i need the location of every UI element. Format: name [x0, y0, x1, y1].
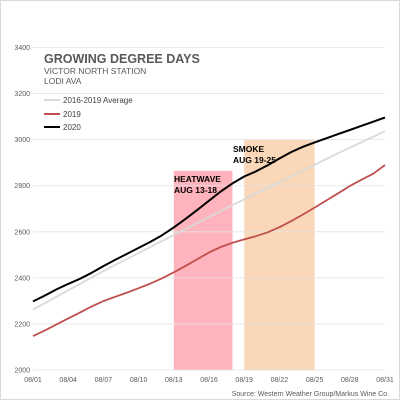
- y-tick-2600: 2600: [14, 229, 30, 236]
- x-tick-08-16: 08/16: [200, 377, 218, 384]
- y-tick-2000: 2000: [14, 368, 30, 375]
- legend-label-average: 2016-2019 Average: [63, 96, 133, 105]
- series-line-2020: [32, 116, 386, 303]
- legend-label-2020: 2020: [63, 123, 81, 132]
- y-tick-3400: 3400: [14, 45, 30, 52]
- chart-title: GROWING DEGREE DAYS: [44, 52, 200, 66]
- y-axis-ticks: 2000 2200 2400 2600 2800 3000 3200 3400: [14, 45, 30, 374]
- y-tick-2200: 2200: [14, 321, 30, 328]
- y-tick-2800: 2800: [14, 183, 30, 190]
- smoke-label: SMOKE: [233, 144, 265, 154]
- x-axis-ticks: 08/01 08/04 08/07 08/10 08/13 08/16 08/19 08/22…: [24, 377, 394, 384]
- x-tick-08-28: 08/28: [341, 377, 359, 384]
- x-tick-08-10: 08/10: [130, 377, 148, 384]
- x-tick-08-25: 08/25: [306, 377, 324, 384]
- chart-subtitle-ava: LODI AVA: [44, 76, 82, 86]
- heatwave-label: HEATWAVE: [174, 174, 221, 184]
- y-tick-3200: 3200: [14, 91, 30, 98]
- x-tick-08-19: 08/19: [235, 377, 253, 384]
- y-tick-2400: 2400: [14, 275, 30, 282]
- legend: 2016-2019 Average 2019 2020: [44, 96, 133, 132]
- band-smoke: [244, 140, 315, 370]
- y-tick-3000: 3000: [14, 137, 30, 144]
- x-tick-08-07: 08/07: [95, 377, 113, 384]
- x-tick-08-13: 08/13: [165, 377, 183, 384]
- series-line-2019: [32, 164, 386, 337]
- band-heatwave: [173, 170, 233, 370]
- x-tick-08-01: 08/01: [24, 377, 42, 384]
- x-tick-08-04: 08/04: [59, 377, 77, 384]
- legend-label-2019: 2019: [63, 110, 81, 119]
- highlight-bands: [173, 140, 315, 370]
- heatwave-dates: AUG 13-18: [174, 185, 217, 195]
- smoke-dates: AUG 19-25: [233, 155, 276, 165]
- source-note: Source: Western Weather Group/Markus Win…: [232, 391, 389, 398]
- band-labels: HEATWAVE AUG 13-18 SMOKE AUG 19-25: [174, 144, 276, 195]
- chart-subtitle-station: VICTOR NORTH STATION: [44, 66, 146, 76]
- x-tick-08-22: 08/22: [271, 377, 289, 384]
- x-tick-08-31: 08/31: [376, 377, 394, 384]
- series-line-2016-2019-average: [32, 130, 386, 311]
- series-lines: [32, 116, 386, 337]
